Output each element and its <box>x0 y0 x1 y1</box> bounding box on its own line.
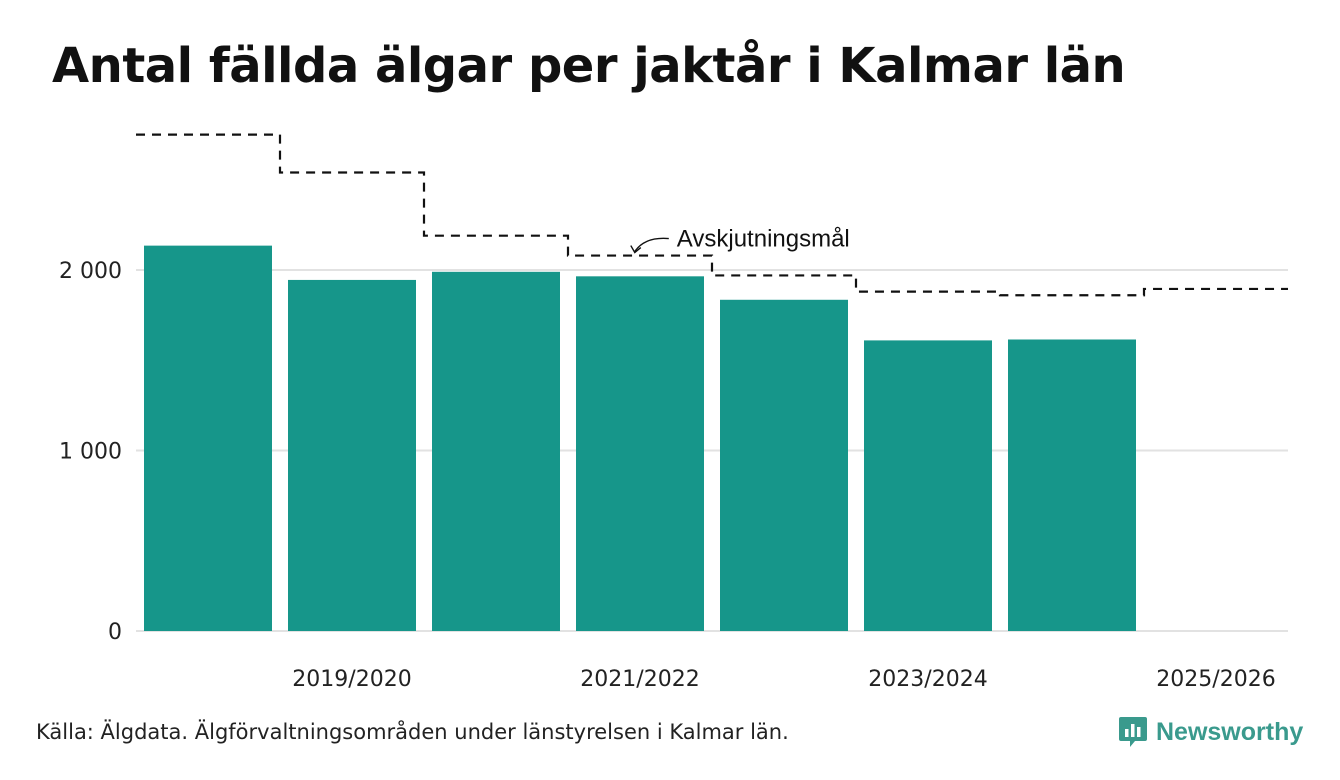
source-note: Källa: Älgdata. Älgförvaltningsområden u… <box>36 720 789 744</box>
annotation-arrowhead <box>630 245 642 254</box>
goal-step-line <box>136 133 1288 297</box>
x-tick-label: 2019/2020 <box>292 667 411 692</box>
y-tick-label: 1 000 <box>59 440 122 465</box>
brand-logo: Newsworthy <box>1118 712 1303 752</box>
x-tick-label: 2025/2026 <box>1156 667 1275 692</box>
bar <box>288 279 416 631</box>
x-tick-label: 2021/2022 <box>580 667 699 692</box>
bar <box>1008 339 1136 631</box>
y-tick-label: 0 <box>108 620 122 645</box>
bar <box>432 271 560 631</box>
bar <box>864 340 992 631</box>
bar <box>720 299 848 631</box>
annotation-arrow <box>634 237 669 252</box>
bar <box>576 276 704 631</box>
x-tick-label: 2023/2024 <box>868 667 987 692</box>
bar <box>144 245 272 631</box>
goal-annotation-label: Avskjutningsmål <box>677 226 850 253</box>
brand-name: Newsworthy <box>1156 717 1304 746</box>
y-tick-label: 2 000 <box>59 259 122 284</box>
newsworthy-logo-icon <box>1119 717 1147 747</box>
chart-title: Antal fällda älgar per jaktår i Kalmar l… <box>52 38 1126 94</box>
